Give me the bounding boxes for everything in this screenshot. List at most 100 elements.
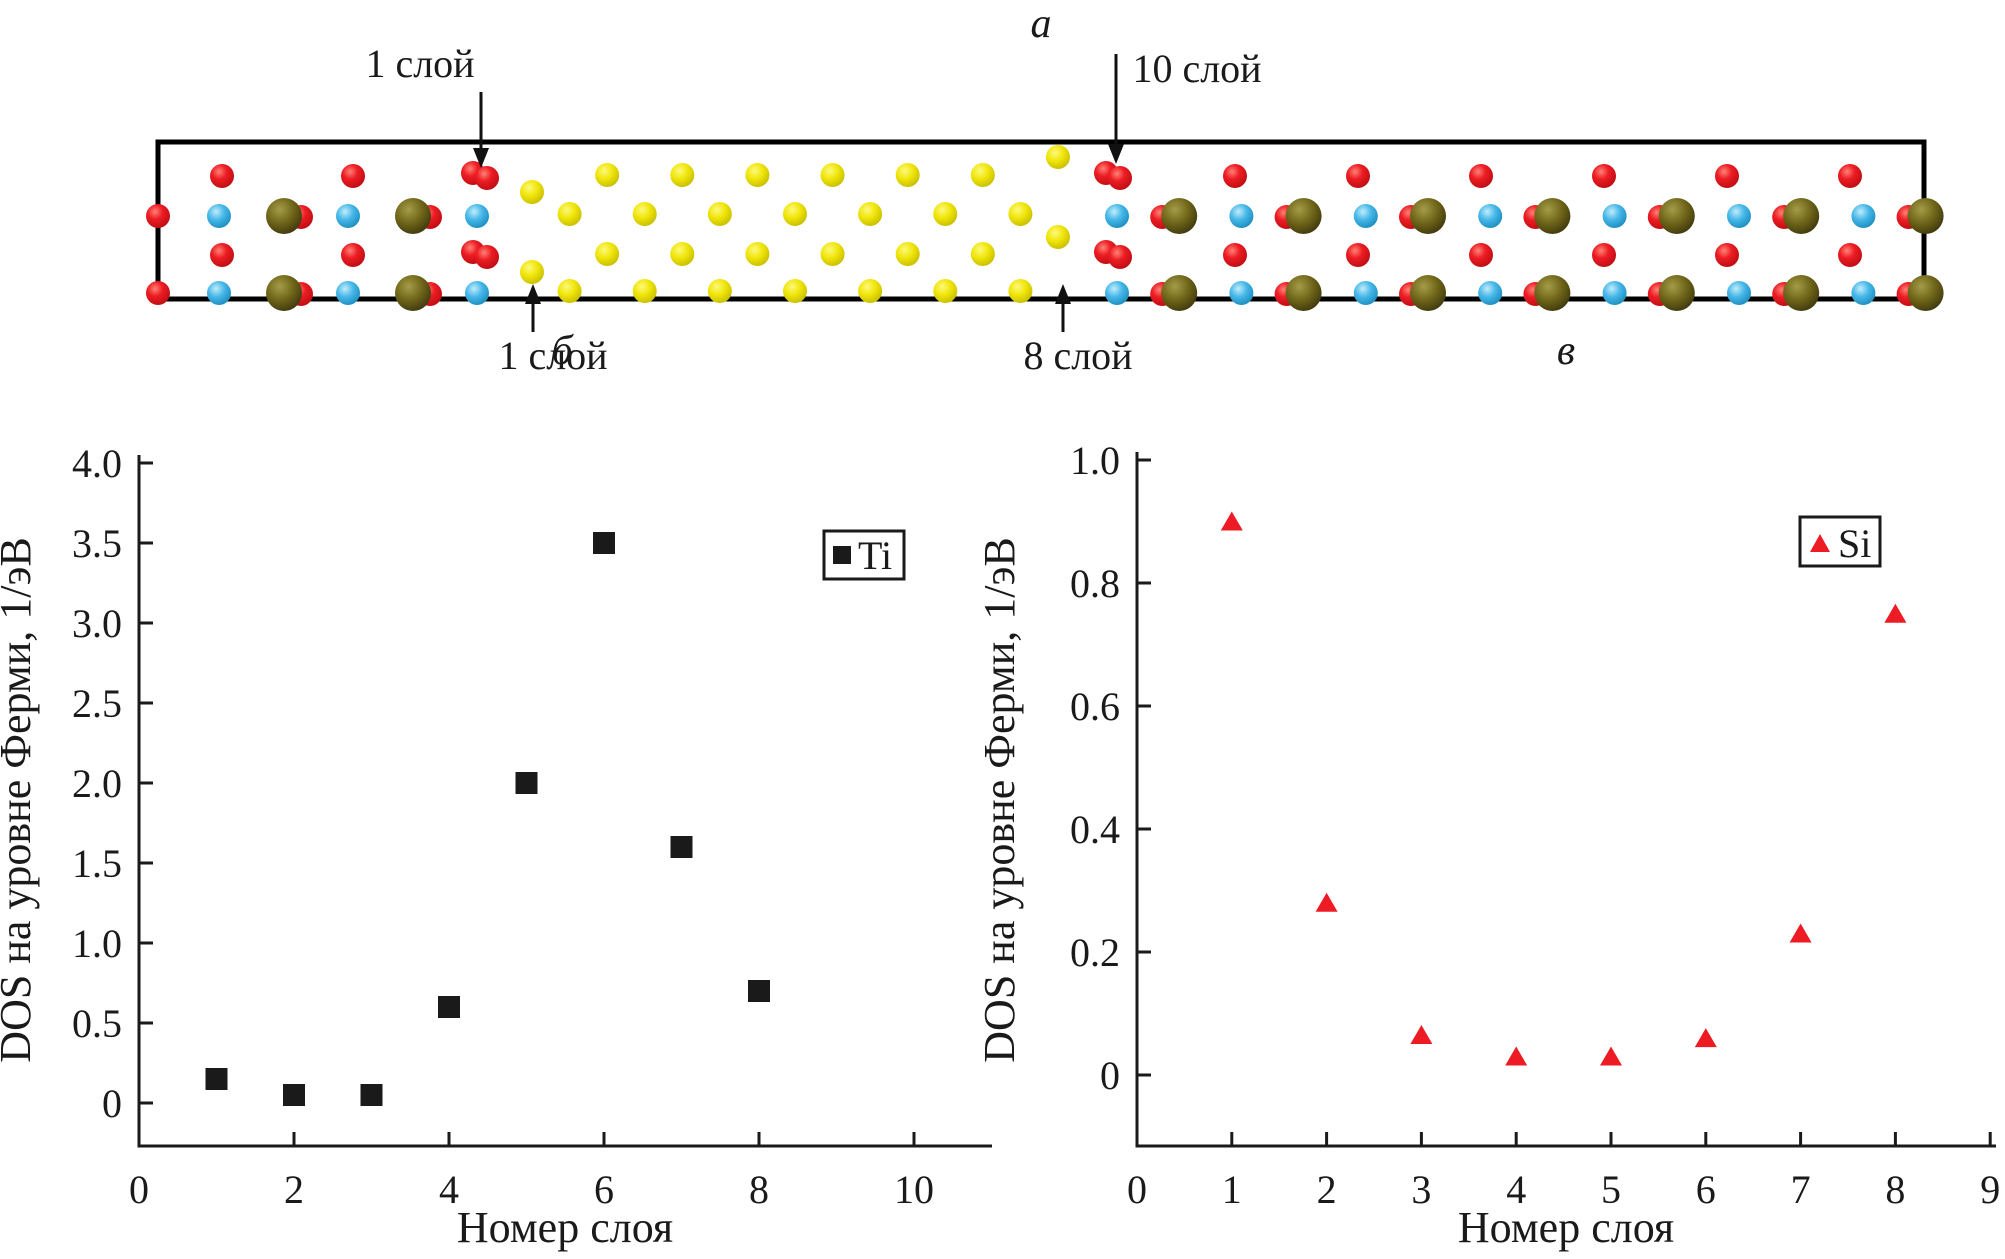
x-tick-label: 10 [894,1167,934,1212]
data-point-ti [360,1084,383,1106]
atom-blue [1478,281,1503,305]
panel-v-yaxis-label: DOS на уровне Ферми, 1/эВ [975,537,1024,1062]
x-tick-label: 5 [1601,1167,1621,1212]
data-point-ti [205,1068,228,1090]
y-tick-label: 0.8 [1070,561,1120,606]
atom-yellow [745,242,770,266]
atom-yellow [1008,279,1033,303]
data-point-si [1694,1028,1717,1048]
legend-square-marker [833,546,851,564]
layer-annotation-label: 10 слой [1132,46,1261,91]
atom-olive [395,198,431,234]
atom-yellow [595,242,620,266]
atom-blue [336,204,360,228]
atom-blue [1727,281,1751,305]
annotation-arrowhead-icon [525,284,541,304]
atom-red [210,164,234,188]
atom-red [475,245,499,269]
atom-red [210,243,234,267]
atom-blue [207,204,231,228]
data-point-si [1315,892,1338,912]
x-tick-label: 6 [594,1167,614,1212]
atom-blue [1353,204,1378,228]
x-tick-label: 2 [1317,1167,1337,1212]
data-point-ti [438,996,460,1018]
panel-v-xaxis-label: Номер слоя [1458,1203,1674,1252]
y-tick-label: 4.0 [72,441,122,486]
x-tick-label: 3 [1411,1167,1431,1212]
atom-olive [1534,198,1571,234]
x-tick-label: 4 [1506,1167,1526,1212]
atom-yellow [1045,145,1070,169]
atom-blue [465,204,489,228]
atom-red [341,243,365,267]
atom-yellow [895,163,920,187]
atom-blue [465,281,489,305]
atom-olive [1161,198,1198,234]
atom-red [1715,243,1739,267]
atom-blue [1105,204,1129,228]
x-tick-label: 8 [1885,1167,1905,1212]
panel-v-ticks: 0 1 2 3 4 5 6 7 8 9 0 0.2 0.4 0.6 0.8 1.0 [1070,438,2000,1212]
slab-annotations: 1 слой 10 слой 1 слой 8 слой [365,41,1261,378]
atom-blue [1851,281,1876,305]
data-point-ti [748,980,770,1002]
x-tick-label: 6 [1696,1167,1716,1212]
y-tick-label: 0.5 [72,1001,122,1046]
atom-olive [266,275,302,311]
panel-b-data-points [205,532,770,1106]
atom-olive [266,198,302,234]
panel-v-legend: Si [1798,515,1882,568]
atom-olive [1907,275,1944,311]
atom-blue [1727,204,1751,228]
atom-yellow [970,163,995,187]
atom-blue [1602,281,1627,305]
atom-red [146,204,170,228]
legend-box [822,529,906,581]
x-tick-label: 9 [1980,1167,2000,1212]
legend-box [1798,515,1882,568]
y-tick-label: 1.0 [1070,438,1120,483]
atom-red [341,164,365,188]
atom-red [146,281,170,305]
y-tick-label: 2.5 [72,681,122,726]
y-tick-label: 3.0 [72,601,122,646]
x-tick-label: 7 [1791,1167,1811,1212]
atom-olive [1783,275,1820,311]
data-point-ti [670,836,693,858]
x-tick-label: 4 [439,1167,459,1212]
layer-annotation-label: 1 слой [498,333,607,378]
data-point-si [1505,1046,1528,1066]
atom-yellow [632,279,657,303]
atom-yellow [1008,202,1033,226]
legend-triangle-marker [1810,534,1830,552]
atom-yellow [858,202,883,226]
panel-a-title: а [1031,1,1052,47]
panel-v-data-points [1220,511,1907,1066]
atom-yellow [557,202,582,226]
atom-yellow [520,260,544,284]
atom-red [1469,164,1493,188]
atom-olive [1285,275,1322,311]
atom-red [1108,245,1132,269]
layer-annotation-label: 1 слой [365,41,474,86]
atom-blue [1229,281,1254,305]
atom-yellow [820,242,845,266]
slab-atoms [146,145,1944,311]
atom-red [1346,164,1370,188]
atom-blue [1353,281,1378,305]
atom-yellow [595,163,620,187]
y-tick-label: 1.5 [72,841,122,886]
atom-yellow [520,180,544,204]
atom-yellow [707,279,732,303]
data-point-ti [515,772,538,794]
atom-red [1346,243,1370,267]
x-tick-label: 0 [129,1167,149,1212]
data-point-si [1220,511,1243,531]
data-point-si [1410,1025,1433,1045]
panel-b-yaxis-label: DOS на уровне Ферми, 1/эВ [0,537,40,1062]
atom-olive [1410,198,1446,234]
y-tick-label: 0 [1100,1053,1120,1098]
atom-yellow [1045,225,1070,249]
